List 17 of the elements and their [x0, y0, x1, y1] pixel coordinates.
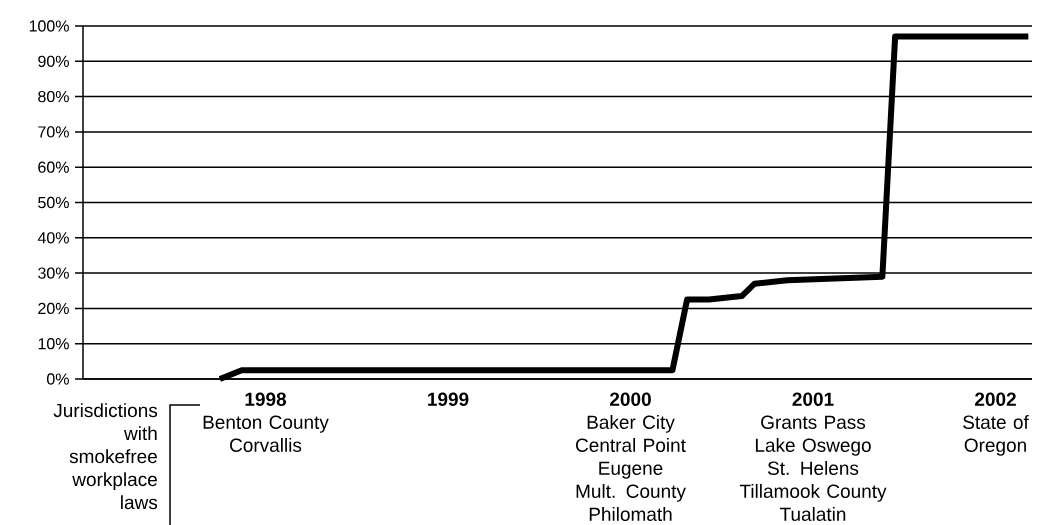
- y-tick-label: 50%: [38, 196, 69, 209]
- x-tick-label: 2002 State of Oregon: [963, 392, 1029, 456]
- y-tick-label: 0%: [47, 373, 69, 385]
- y-tick-label: 20%: [38, 302, 69, 315]
- y-tick-label: 60%: [38, 161, 69, 173]
- x-tick-label: 1999: [428, 392, 469, 406]
- y-tick-label: 10%: [38, 338, 69, 350]
- y-tick-label: 30%: [38, 267, 69, 279]
- x-tick-label: 1998 Benton County Corvallis: [203, 392, 329, 452]
- y-tick-label: 40%: [37, 232, 69, 244]
- y-tick-label: 80%: [38, 90, 69, 103]
- x-tick-label: 2001 Grants Pass Lake Oswego St. Helens Tillamook County Tualatin: [739, 392, 887, 521]
- y-tick-label: 90%: [38, 55, 69, 67]
- text: Jurisdictions with smokefree workplace laws: [53, 403, 158, 510]
- y-tick-label: 100%: [29, 20, 69, 32]
- y-tick-label: 70%: [38, 126, 69, 138]
- x-tick-label: 2000 Baker City Central Point Eugene Mult. County Philomath: [576, 392, 686, 521]
